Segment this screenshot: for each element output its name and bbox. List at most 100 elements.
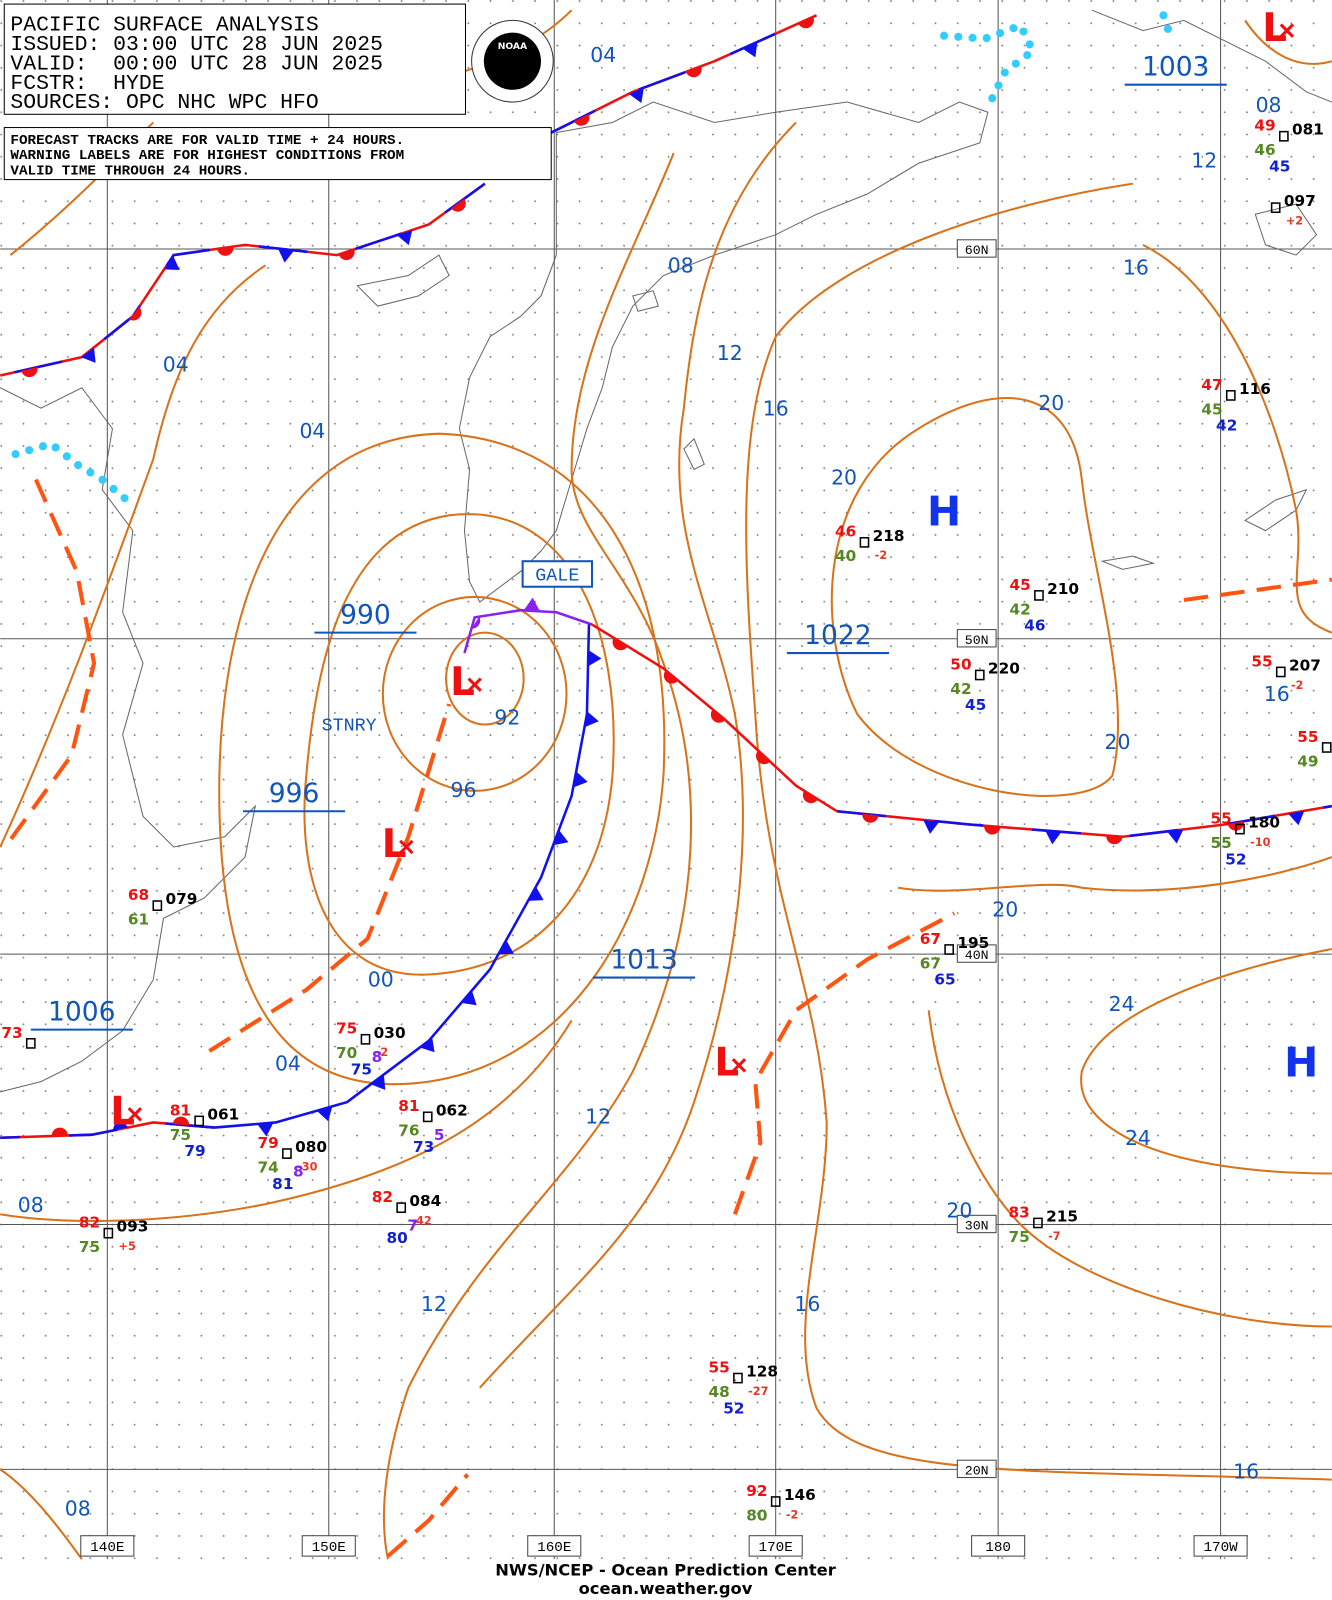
front-triangle bbox=[584, 711, 599, 728]
station-sea-temp: 46 bbox=[1024, 617, 1045, 635]
station: 73 bbox=[1, 1024, 36, 1049]
isobar bbox=[381, 595, 568, 792]
forecast-track bbox=[386, 1473, 470, 1558]
isobar-label: 20 bbox=[946, 1198, 972, 1222]
station-air-temp: 46 bbox=[835, 523, 856, 541]
station-marker bbox=[422, 1111, 433, 1123]
low-center-x bbox=[467, 677, 482, 692]
station-sea-temp: 42 bbox=[1216, 417, 1237, 435]
low-center-x bbox=[1279, 23, 1295, 38]
front-semicircle bbox=[172, 1116, 190, 1126]
station-id: 116 bbox=[1239, 380, 1271, 398]
station-marker bbox=[859, 536, 870, 548]
station-id: 210 bbox=[1047, 580, 1079, 598]
front-semicircle bbox=[862, 813, 879, 823]
station-id: 195 bbox=[957, 934, 989, 952]
station-air-temp: 81 bbox=[170, 1101, 191, 1119]
station-sea-temp: 79 bbox=[184, 1142, 205, 1160]
front-triangle bbox=[396, 229, 413, 246]
station-tendency: -2 bbox=[875, 549, 887, 562]
header-line: SOURCES: OPC NHC WPC HFO bbox=[10, 91, 318, 115]
isobar bbox=[927, 1010, 1332, 1328]
coastlines bbox=[0, 9, 1332, 1093]
isobar-label: 20 bbox=[992, 897, 1018, 921]
station-marker bbox=[1321, 742, 1332, 753]
station-id: 215 bbox=[1046, 1207, 1078, 1225]
isobar bbox=[745, 182, 1332, 1481]
station-marker bbox=[396, 1202, 407, 1214]
station-sea-temp: 45 bbox=[1269, 157, 1290, 175]
isobar bbox=[382, 152, 693, 1560]
station-marker bbox=[733, 1372, 743, 1384]
station-sea-temp: 80 bbox=[386, 1229, 407, 1247]
high-center: H bbox=[927, 488, 961, 536]
lon-label: 140E bbox=[90, 1540, 124, 1556]
station-dew-point: 80 bbox=[746, 1506, 767, 1524]
front-triangle bbox=[277, 248, 295, 263]
station-id: 097 bbox=[1284, 192, 1316, 210]
cold-front bbox=[214, 624, 591, 1129]
forecast-track bbox=[3, 478, 97, 849]
ice-edge bbox=[11, 439, 137, 510]
station-sea-temp: 81 bbox=[272, 1175, 293, 1193]
coast-asia bbox=[0, 387, 257, 1093]
isobar-label: 08 bbox=[65, 1496, 91, 1520]
station: 207 55 -2 bbox=[1251, 652, 1321, 691]
station-dew-point: 75 bbox=[170, 1126, 191, 1144]
station-id: 220 bbox=[988, 659, 1020, 677]
lon-label: 180 bbox=[985, 1540, 1011, 1556]
front-semicircle bbox=[451, 198, 466, 212]
lat-label-box bbox=[956, 1459, 997, 1479]
station-marker bbox=[152, 900, 163, 911]
isobar-label: 20 bbox=[1038, 391, 1064, 415]
occluded-front bbox=[463, 608, 593, 654]
station-visibility: 8 bbox=[293, 1163, 304, 1181]
isobar-label: 12 bbox=[717, 341, 743, 365]
station-marker bbox=[944, 944, 955, 955]
station-air-temp: 55 bbox=[1251, 652, 1272, 670]
station-dew-point: 42 bbox=[1009, 600, 1030, 618]
station-dew-point: 76 bbox=[398, 1122, 419, 1140]
dot-grid bbox=[0, 0, 1332, 1562]
station-dew-point: 49 bbox=[1297, 752, 1318, 770]
station-marker bbox=[1270, 202, 1281, 214]
front-semicircle bbox=[129, 306, 142, 321]
ice-edge bbox=[1159, 11, 1173, 35]
front-triangle bbox=[164, 255, 180, 270]
isobar-label: 20 bbox=[1105, 730, 1131, 754]
lon-label-box bbox=[748, 1535, 803, 1557]
station-air-temp: 82 bbox=[372, 1188, 393, 1206]
station-dew-point: 48 bbox=[708, 1383, 729, 1401]
station-air-temp: 79 bbox=[257, 1134, 278, 1152]
isobar bbox=[1080, 947, 1332, 1175]
front-triangle bbox=[461, 990, 477, 1006]
front-triangle bbox=[628, 87, 644, 104]
logo-text: NOAA bbox=[498, 41, 528, 52]
station-marker bbox=[974, 669, 985, 681]
isobar-label: 00 bbox=[368, 968, 394, 992]
front-triangle bbox=[1167, 829, 1184, 844]
station-sea-temp: 65 bbox=[934, 971, 955, 989]
station-marker bbox=[1034, 590, 1044, 601]
station-air-temp: 67 bbox=[920, 930, 941, 948]
station-sea-temp: 52 bbox=[1225, 850, 1246, 868]
isobar bbox=[830, 397, 1119, 797]
front-triangle bbox=[588, 649, 602, 667]
logo-disc bbox=[483, 32, 541, 90]
station-dew-point: 67 bbox=[920, 954, 941, 972]
forecast-track bbox=[208, 703, 452, 1053]
central-pressure: 1003 bbox=[1142, 52, 1209, 83]
low-center-x bbox=[399, 839, 414, 855]
central-pressure: 1022 bbox=[804, 620, 871, 651]
front-triangle bbox=[553, 829, 569, 846]
station-id: 207 bbox=[1289, 656, 1321, 674]
front-semicircle bbox=[21, 367, 38, 378]
station-id: 062 bbox=[436, 1101, 468, 1119]
isobar-label: 96 bbox=[450, 778, 476, 802]
station-id: 081 bbox=[1292, 121, 1324, 139]
lon-label-box bbox=[80, 1535, 135, 1557]
